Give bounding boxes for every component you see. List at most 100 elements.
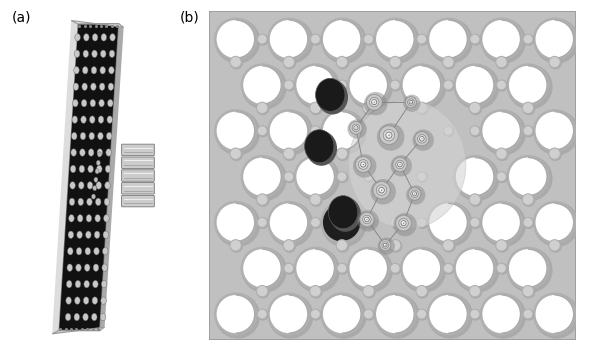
Circle shape <box>443 126 453 136</box>
Circle shape <box>522 125 533 136</box>
Circle shape <box>230 56 243 69</box>
Circle shape <box>383 130 395 141</box>
Circle shape <box>310 285 323 298</box>
Ellipse shape <box>84 280 89 288</box>
Circle shape <box>241 247 284 290</box>
Circle shape <box>480 18 523 61</box>
Circle shape <box>497 172 506 181</box>
Circle shape <box>285 172 293 181</box>
Circle shape <box>387 133 389 136</box>
Circle shape <box>417 172 428 183</box>
Circle shape <box>378 238 395 255</box>
Ellipse shape <box>89 132 95 140</box>
Circle shape <box>469 34 480 45</box>
Circle shape <box>442 239 456 253</box>
Circle shape <box>257 125 268 136</box>
Circle shape <box>496 148 509 161</box>
Circle shape <box>257 194 268 205</box>
Circle shape <box>390 263 401 274</box>
Ellipse shape <box>98 116 104 123</box>
Circle shape <box>364 309 375 320</box>
Circle shape <box>243 249 281 287</box>
Ellipse shape <box>93 186 97 191</box>
Circle shape <box>408 99 414 106</box>
Circle shape <box>310 194 321 205</box>
Circle shape <box>336 148 349 161</box>
Circle shape <box>483 203 521 241</box>
Circle shape <box>417 217 428 229</box>
FancyBboxPatch shape <box>122 183 155 194</box>
Circle shape <box>284 240 294 251</box>
Ellipse shape <box>103 231 109 238</box>
Ellipse shape <box>92 34 98 41</box>
Circle shape <box>483 112 521 150</box>
Ellipse shape <box>106 149 111 156</box>
Circle shape <box>284 80 295 92</box>
Circle shape <box>391 81 400 89</box>
Circle shape <box>399 218 408 228</box>
Circle shape <box>283 148 296 161</box>
Circle shape <box>370 179 396 205</box>
Ellipse shape <box>109 67 114 74</box>
Circle shape <box>533 18 576 61</box>
Circle shape <box>496 171 507 182</box>
Circle shape <box>216 112 255 150</box>
Circle shape <box>416 102 429 115</box>
Circle shape <box>311 310 320 318</box>
Circle shape <box>230 57 241 67</box>
Ellipse shape <box>92 313 97 321</box>
Ellipse shape <box>81 116 86 123</box>
Circle shape <box>229 239 242 252</box>
Circle shape <box>257 34 269 46</box>
Circle shape <box>310 125 321 136</box>
Circle shape <box>382 242 389 249</box>
Circle shape <box>444 264 453 273</box>
Circle shape <box>415 285 428 297</box>
Circle shape <box>284 263 295 275</box>
Circle shape <box>523 126 535 137</box>
Circle shape <box>349 249 387 287</box>
Ellipse shape <box>87 182 93 189</box>
Circle shape <box>534 18 579 64</box>
Circle shape <box>417 134 426 143</box>
Circle shape <box>390 57 400 67</box>
Circle shape <box>284 148 294 159</box>
Circle shape <box>453 155 497 198</box>
Circle shape <box>427 293 473 339</box>
Circle shape <box>497 81 506 89</box>
Circle shape <box>390 80 401 92</box>
Circle shape <box>384 244 386 245</box>
Circle shape <box>311 218 320 227</box>
Ellipse shape <box>101 297 106 304</box>
Circle shape <box>215 201 260 247</box>
Circle shape <box>310 103 321 113</box>
Circle shape <box>429 20 467 58</box>
Circle shape <box>549 148 560 159</box>
Circle shape <box>412 130 434 151</box>
Circle shape <box>363 102 376 115</box>
Circle shape <box>524 310 532 318</box>
Circle shape <box>389 239 403 253</box>
Circle shape <box>523 103 533 113</box>
Circle shape <box>534 293 579 339</box>
Circle shape <box>535 20 574 58</box>
Circle shape <box>417 218 426 227</box>
Circle shape <box>524 218 532 227</box>
Circle shape <box>320 109 364 152</box>
Ellipse shape <box>109 50 115 58</box>
Ellipse shape <box>92 194 95 199</box>
Ellipse shape <box>103 247 108 255</box>
Circle shape <box>549 239 562 253</box>
Circle shape <box>364 310 373 318</box>
Circle shape <box>267 109 310 152</box>
Circle shape <box>379 126 398 145</box>
Circle shape <box>257 309 269 320</box>
Ellipse shape <box>83 50 89 58</box>
Circle shape <box>496 240 507 251</box>
Ellipse shape <box>82 83 87 91</box>
Circle shape <box>267 201 310 244</box>
Circle shape <box>507 156 552 201</box>
Circle shape <box>548 239 561 252</box>
Circle shape <box>480 109 523 152</box>
Circle shape <box>323 203 361 241</box>
